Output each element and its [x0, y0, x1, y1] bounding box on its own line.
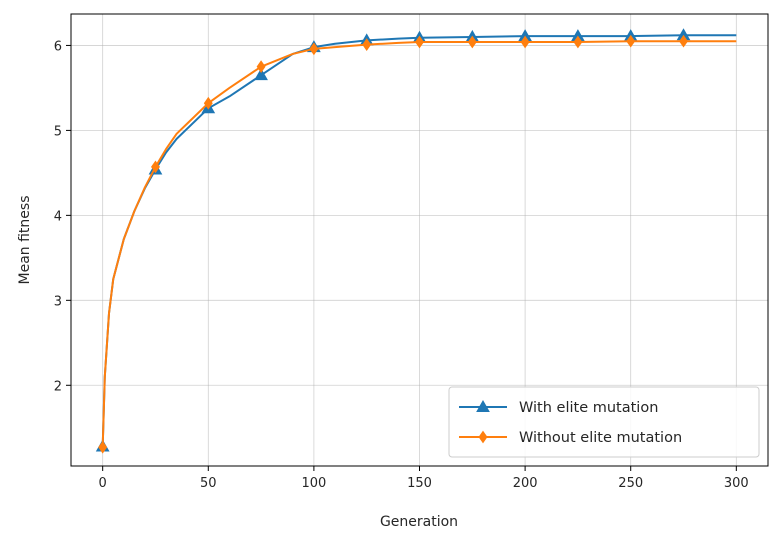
legend-diamond-marker: [478, 430, 488, 444]
diamond-marker: [520, 35, 530, 49]
y-axis-label: Mean fitness: [17, 196, 33, 285]
diamond-marker: [98, 440, 108, 454]
grid-lines: [71, 14, 768, 466]
diamond-marker: [679, 34, 688, 48]
x-axis-ticks: 0 50 100 150 200 250 300: [99, 466, 749, 491]
diamond-marker: [151, 160, 160, 174]
legend-box: [448, 386, 760, 458]
x-tick-label: 300: [724, 476, 749, 491]
x-tick-label: 0: [99, 476, 107, 491]
x-tick-label: 150: [407, 476, 432, 491]
x-tick-label: 250: [618, 476, 643, 491]
series-line: [101, 40, 737, 448]
x-tick-label: 50: [200, 476, 217, 491]
y-tick-label: 6: [54, 39, 62, 54]
y-tick-label: 3: [54, 294, 62, 309]
x-axis-label: Generation: [380, 514, 458, 530]
diamond-marker: [309, 42, 319, 56]
diamond-marker: [467, 35, 477, 49]
legend-label: Without elite mutation: [519, 430, 682, 446]
y-axis-ticks: 2 3 4 5 6: [54, 39, 71, 394]
series-layer: [95, 28, 737, 454]
legend-label: With elite mutation: [519, 400, 658, 416]
diamond-marker: [203, 96, 213, 110]
legend: With elite mutation Without elite mutatio…: [448, 386, 760, 458]
legend-triangle-marker: [476, 399, 490, 412]
series-2: [98, 34, 737, 454]
y-tick-label: 2: [54, 379, 62, 394]
triangle-marker: [254, 68, 268, 81]
x-tick-label: 100: [301, 476, 326, 491]
y-tick-label: 5: [54, 124, 62, 139]
diamond-marker: [256, 60, 266, 74]
diamond-marker: [626, 34, 636, 48]
diamond-marker: [415, 35, 424, 49]
x-tick-label: 200: [513, 476, 538, 491]
diamond-marker: [362, 38, 372, 51]
y-tick-label: 4: [54, 209, 62, 224]
diamond-marker: [573, 35, 583, 49]
